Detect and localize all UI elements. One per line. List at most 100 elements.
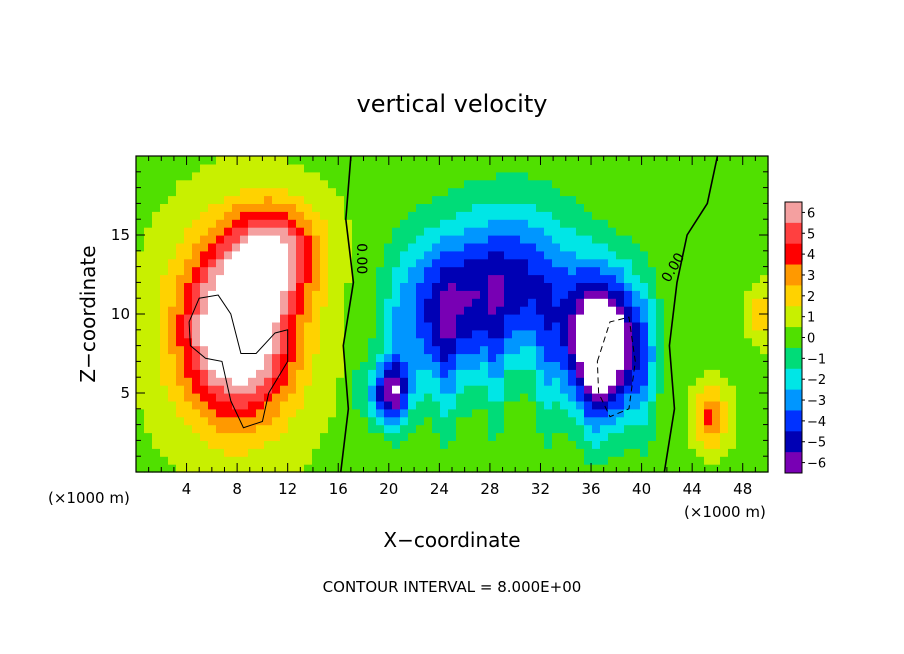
heatmap-cell [464,266,473,276]
heatmap-cell [488,369,497,378]
heatmap-cell [464,385,473,394]
heatmap-cell [328,416,337,426]
heatmap-cell [280,219,289,228]
heatmap-cell [408,171,417,181]
heatmap-cell [408,416,417,426]
heatmap-cell [480,282,489,291]
heatmap-cell [512,329,521,339]
heatmap-cell [200,416,209,426]
heatmap-cell [256,156,265,165]
heatmap-cell [528,361,537,370]
heatmap-cell [552,369,561,378]
heatmap-cell [448,171,457,181]
heatmap-cell [528,448,537,457]
heatmap-cell [728,250,737,260]
heatmap-cell [480,361,489,370]
heatmap-cell [360,266,369,276]
heatmap-cell [304,456,313,465]
heatmap-cell [472,464,481,473]
heatmap-cell [328,337,337,347]
heatmap-cell [696,274,705,283]
heatmap-cell [752,408,761,418]
heatmap-cell [744,361,753,370]
heatmap-cell [656,179,665,189]
heatmap-cell [552,171,561,181]
heatmap-cell [240,250,249,260]
heatmap-cell [176,456,185,465]
heatmap-cell [712,393,721,402]
heatmap-cell [528,314,537,323]
heatmap-cell [256,274,265,283]
heatmap-cell [464,353,473,362]
heatmap-cell [752,314,761,323]
heatmap-cell [328,219,337,228]
heatmap-cell [312,400,321,410]
heatmap-cell [440,393,449,402]
heatmap-cell [264,369,273,378]
heatmap-cell [288,448,297,457]
heatmap-cell [328,306,337,315]
heatmap-cell [440,329,449,339]
heatmap-cell [216,211,225,220]
heatmap-cell [456,377,465,386]
heatmap-cell [296,282,305,291]
heatmap-cell [704,227,713,236]
heatmap-cell [632,424,641,434]
heatmap-cell [384,345,393,355]
heatmap-cell [352,416,361,426]
heatmap-cell [488,298,497,307]
heatmap-cell [344,393,353,402]
heatmap-cell [392,156,401,165]
heatmap-cell [136,306,145,315]
heatmap-cell [584,393,593,402]
heatmap-cell [272,179,281,189]
heatmap-cell [456,464,465,473]
heatmap-cell [424,424,433,434]
heatmap-cell [688,408,697,418]
heatmap-cell [400,448,409,457]
heatmap-cell [544,203,553,212]
heatmap-cell [608,464,617,473]
heatmap-cell [280,242,289,252]
heatmap-cell [272,416,281,426]
heatmap-cell [624,203,633,212]
heatmap-cell [336,400,345,410]
heatmap-cell [632,337,641,347]
heatmap-cell [352,179,361,189]
heatmap-cell [312,369,321,378]
heatmap-cell [256,171,265,181]
heatmap-cell [544,400,553,410]
heatmap-cell [512,195,521,204]
heatmap-cell [728,361,737,370]
heatmap-cell [584,258,593,268]
heatmap-cell [624,306,633,315]
heatmap-cell [544,242,553,252]
heatmap-cell [408,337,417,347]
heatmap-cell [280,408,289,418]
heatmap-cell [248,203,257,212]
heatmap-cell [376,456,385,465]
heatmap-cell [280,274,289,283]
heatmap-cell [528,258,537,268]
heatmap-cell [296,242,305,252]
heatmap-cell [496,329,505,339]
heatmap-cell [408,219,417,228]
heatmap-cell [400,361,409,370]
heatmap-cell [640,321,649,331]
heatmap-cell [504,369,513,378]
heatmap-cell [760,385,769,394]
heatmap-cell [624,393,633,402]
heatmap-cell [520,345,529,355]
heatmap-cell [136,345,145,355]
heatmap-cell [432,432,441,441]
heatmap-cell [744,369,753,378]
heatmap-cell [448,361,457,370]
heatmap-cell [672,424,681,434]
heatmap-cell [208,282,217,291]
heatmap-cell [576,432,585,441]
heatmap-cell [168,306,177,315]
heatmap-cell [192,163,201,173]
heatmap-cell [760,329,769,339]
heatmap-cell [744,440,753,449]
heatmap-cell [256,163,265,173]
